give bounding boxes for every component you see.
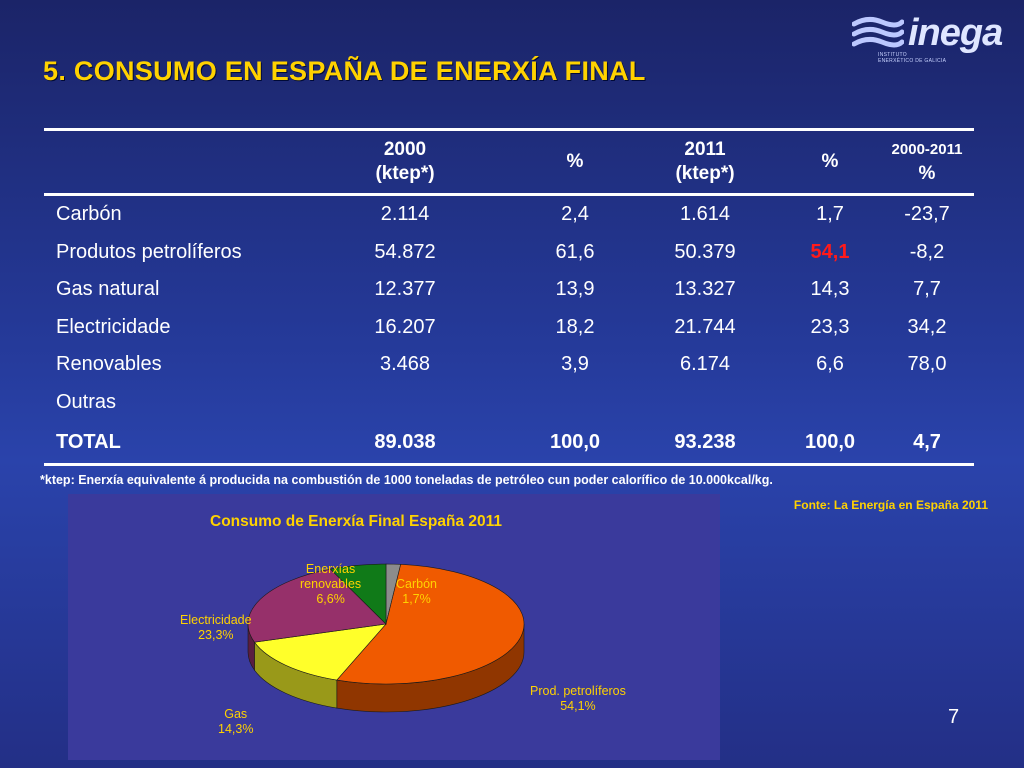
pie-label-renovables: Enerxías renovables 6,6%	[300, 562, 361, 607]
header-change: 2000-2011 %	[880, 128, 974, 196]
header-2011: 2011 (ktep*)	[630, 128, 780, 196]
pie-label-petroliferos: Prod. petrolíferos 54,1%	[530, 684, 626, 714]
pie-label-line: 54,1%	[560, 699, 596, 713]
table-header-row: 2000 (ktep*) % 2011 (ktep*) % 2000-2011 …	[44, 128, 974, 196]
cell-pct-2011	[780, 384, 880, 422]
cell-change: 7,7	[913, 278, 941, 301]
cell-pct-2011-highlight: 54,1	[810, 240, 850, 263]
pie-label-electricidade: Electricidade 23,3%	[180, 613, 252, 643]
row-label: Electricidade	[56, 315, 171, 338]
cell-2011	[630, 384, 780, 422]
row-label: Produtos petrolíferos	[56, 240, 242, 263]
cell-pct-2000: 61,6	[555, 240, 595, 263]
pie-label-gas: Gas 14,3%	[218, 707, 253, 737]
cell-change: -23,7	[904, 203, 950, 226]
page-number: 7	[948, 706, 960, 728]
pie-label-line: Prod. petrolíferos	[530, 684, 626, 698]
table-row: Carbón 2.114 2,4 1.614 1,7 -23,7	[44, 195, 974, 234]
row-label: Renovables	[56, 353, 162, 376]
cell-change: -8,2	[909, 240, 945, 263]
total-pct-2011: 100,0	[780, 421, 880, 466]
table-row: Gas natural 12.377 13,9 13.327 14,3 7,7	[44, 271, 974, 309]
cell-pct-2000: 13,9	[555, 278, 595, 301]
header-2011-year: 2011	[684, 139, 726, 160]
cell-2000: 16.207	[374, 315, 436, 338]
row-label: Outras	[56, 390, 117, 413]
header-2011-unit: (ktep*)	[675, 163, 735, 184]
pie-label-line: Carbón	[396, 577, 437, 591]
cell-2000: 3.468	[379, 353, 431, 376]
cell-2011: 50.379	[674, 240, 736, 263]
header-2000: 2000 (ktep*)	[290, 128, 520, 196]
logo-subtitle-line2: ENERXÉTICO DE GALICIA	[878, 58, 947, 64]
cell-pct-2000	[520, 384, 630, 422]
chart-title: Consumo de Enerxía Final España 2011	[210, 513, 503, 530]
cell-2011: 21.744	[674, 315, 736, 338]
header-2000-year: 2000	[383, 139, 427, 160]
cell-change	[880, 384, 974, 422]
table-row: Produtos petrolíferos 54.872 61,6 50.379…	[44, 234, 974, 272]
header-empty	[44, 128, 290, 196]
table-total-row: TOTAL 89.038 100,0 93.238 100,0 4,7	[44, 421, 974, 466]
header-pct-2011: %	[780, 128, 880, 196]
pie-label-line: 14,3%	[218, 722, 254, 736]
cell-pct-2011: 23,3	[810, 315, 850, 338]
cell-pct-2011: 1,7	[816, 203, 844, 226]
pie-slice-prod-petrol-feros	[336, 564, 525, 685]
logo-subtitle: INSTITUTO ENERXÉTICO DE GALICIA	[878, 52, 958, 64]
cell-2000: 12.377	[374, 278, 436, 301]
cell-2000: 54.872	[374, 240, 436, 263]
cell-2011: 6.174	[679, 353, 731, 376]
total-pct-2000: 100,0	[520, 421, 630, 466]
pie-label-line: Enerxías	[305, 562, 356, 576]
pie-label-line: renovables	[300, 577, 362, 591]
energy-table: 2000 (ktep*) % 2011 (ktep*) % 2000-2011 …	[44, 128, 974, 466]
cell-2000: 2.114	[380, 203, 430, 226]
row-label: Gas natural	[56, 278, 160, 301]
pie-label-line: 6,6%	[316, 592, 345, 606]
pie-label-line: Gas	[224, 707, 248, 721]
pie-label-carbon: Carbón 1,7%	[396, 577, 437, 607]
cell-change: 78,0	[907, 353, 947, 376]
cell-pct-2000: 2,4	[561, 203, 589, 226]
pie-slice-enerx-as-renovables	[329, 563, 387, 625]
table-row: Outras	[44, 384, 974, 422]
header-change-unit: %	[918, 163, 936, 184]
pie-label-line: 23,3%	[198, 628, 234, 642]
slide-title: 5. CONSUMO EN ESPAÑA DE ENERXÍA FINAL	[43, 56, 646, 86]
total-2000: 89.038	[290, 421, 520, 466]
pie-chart	[247, 563, 525, 713]
total-label: TOTAL	[44, 421, 290, 466]
cell-pct-2011: 6,6	[816, 353, 844, 376]
waves-icon	[852, 16, 904, 48]
cell-2000	[290, 384, 520, 422]
footnote: *ktep: Enerxía equivalente á producida n…	[40, 473, 773, 487]
total-2011: 93.238	[630, 421, 780, 466]
row-label: Carbón	[56, 203, 122, 226]
header-pct-2000: %	[520, 128, 630, 196]
cell-2011: 13.327	[674, 278, 736, 301]
pie-chart-panel: Consumo de Enerxía Final España 2011 Ene…	[68, 494, 720, 760]
inega-logo: inega INSTITUTO ENERXÉTICO DE GALICIA	[852, 12, 1012, 64]
table-row: Electricidade 16.207 18,2 21.744 23,3 34…	[44, 309, 974, 347]
source-note: Fonte: La Energía en España 2011	[793, 498, 988, 512]
cell-pct-2000: 18,2	[555, 315, 595, 338]
pie-slice-gas	[253, 623, 387, 681]
cell-change: 34,2	[907, 315, 947, 338]
table-row: Renovables 3.468 3,9 6.174 6,6 78,0	[44, 346, 974, 384]
logo-subtitle-line1: INSTITUTO	[878, 52, 907, 58]
header-2000-unit: (ktep*)	[375, 163, 435, 184]
cell-2011: 1.614	[679, 203, 731, 226]
pie-label-line: 1,7%	[402, 592, 431, 606]
cell-pct-2000: 3,9	[561, 353, 589, 376]
total-change: 4,7	[880, 421, 974, 466]
header-change-period: 2000-2011	[891, 141, 963, 158]
pie-label-line: Electricidade	[180, 613, 252, 627]
pie-slice-electricidade	[247, 568, 387, 643]
logo-brand: inega	[908, 12, 1003, 54]
cell-pct-2011: 14,3	[810, 278, 850, 301]
